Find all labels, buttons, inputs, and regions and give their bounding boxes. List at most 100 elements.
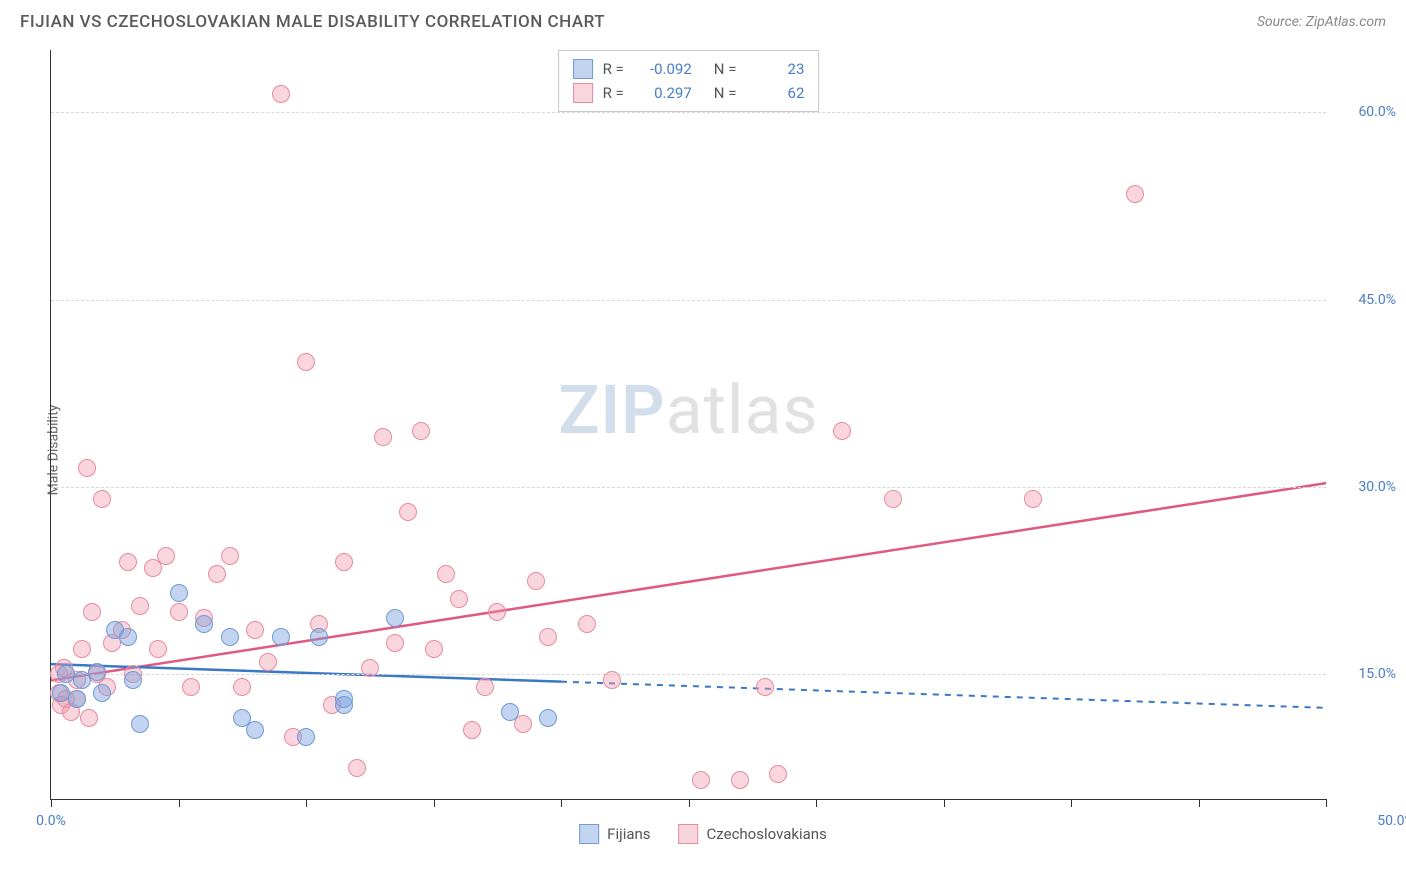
legend-swatch	[679, 824, 699, 844]
legend-series: Fijians Czechoslovakians	[579, 824, 827, 844]
data-point-czech	[259, 653, 277, 671]
y-tick-label: 60.0%	[1336, 104, 1396, 120]
legend-r-label: R =	[603, 60, 624, 78]
data-point-czech	[170, 603, 188, 621]
data-point-czech	[578, 615, 596, 633]
data-point-czech	[221, 547, 239, 565]
data-point-czech	[603, 671, 621, 689]
data-point-czech	[1126, 185, 1144, 203]
data-point-fijian	[335, 696, 353, 714]
data-point-czech	[73, 640, 91, 658]
data-point-czech	[157, 547, 175, 565]
gridline	[51, 487, 1326, 488]
data-point-czech	[463, 721, 481, 739]
x-tick	[306, 799, 307, 807]
data-point-czech	[149, 640, 167, 658]
legend-label: Czechoslovakians	[707, 825, 827, 843]
data-point-czech	[246, 621, 264, 639]
y-tick-label: 15.0%	[1336, 666, 1396, 682]
data-point-fijian	[539, 709, 557, 727]
data-point-czech	[412, 422, 430, 440]
x-tick	[1326, 799, 1327, 807]
data-point-czech	[80, 709, 98, 727]
data-point-fijian	[88, 663, 106, 681]
data-point-czech	[83, 603, 101, 621]
trend-line	[51, 483, 1326, 680]
legend-n-value: 62	[746, 84, 804, 102]
data-point-czech	[731, 771, 749, 789]
legend-stats: R = -0.092 N = 23 R = 0.297 N = 62	[558, 50, 820, 112]
data-point-czech	[539, 628, 557, 646]
data-point-fijian	[119, 628, 137, 646]
data-point-czech	[488, 603, 506, 621]
data-point-czech	[1024, 490, 1042, 508]
legend-r-value: -0.092	[634, 60, 692, 78]
data-point-czech	[374, 428, 392, 446]
x-tick	[1199, 799, 1200, 807]
data-point-fijian	[386, 609, 404, 627]
gridline	[51, 300, 1326, 301]
data-point-czech	[450, 590, 468, 608]
data-point-czech	[182, 678, 200, 696]
data-point-czech	[437, 565, 455, 583]
legend-swatch	[573, 59, 593, 79]
data-point-czech	[297, 353, 315, 371]
x-tick-label: 50.0%	[1377, 813, 1406, 829]
x-tick	[179, 799, 180, 807]
gridline	[51, 112, 1326, 113]
data-point-fijian	[297, 728, 315, 746]
data-point-czech	[386, 634, 404, 652]
data-point-fijian	[170, 584, 188, 602]
data-point-czech	[769, 765, 787, 783]
data-point-fijian	[272, 628, 290, 646]
data-point-czech	[399, 503, 417, 521]
x-tick-label: 0.0%	[36, 813, 66, 829]
data-point-czech	[756, 678, 774, 696]
data-point-fijian	[68, 690, 86, 708]
y-tick-label: 30.0%	[1336, 479, 1396, 495]
data-point-czech	[93, 490, 111, 508]
data-point-fijian	[93, 684, 111, 702]
x-tick	[561, 799, 562, 807]
legend-item: Fijians	[579, 824, 650, 844]
data-point-czech	[131, 597, 149, 615]
data-point-czech	[233, 678, 251, 696]
data-point-czech	[833, 422, 851, 440]
legend-n-label: N =	[714, 60, 737, 78]
data-point-fijian	[501, 703, 519, 721]
data-point-czech	[361, 659, 379, 677]
gridline	[51, 674, 1326, 675]
data-point-czech	[335, 553, 353, 571]
legend-swatch	[579, 824, 599, 844]
data-point-czech	[78, 459, 96, 477]
data-point-czech	[692, 771, 710, 789]
trend-line-dashed	[561, 682, 1326, 708]
x-tick	[816, 799, 817, 807]
x-tick	[434, 799, 435, 807]
data-point-czech	[425, 640, 443, 658]
data-point-czech	[527, 572, 545, 590]
source-label: Source: ZipAtlas.com	[1257, 14, 1386, 30]
legend-stat-row: R = -0.092 N = 23	[573, 57, 805, 81]
x-tick	[51, 799, 52, 807]
data-point-fijian	[221, 628, 239, 646]
chart-wrapper: Male Disability ZIPatlas R =-0.092N =23R…	[0, 40, 1406, 860]
legend-r-value: 0.297	[634, 84, 692, 102]
data-point-fijian	[195, 615, 213, 633]
y-tick-label: 45.0%	[1336, 292, 1396, 308]
plot-area: ZIPatlas R =-0.092N =23R =0.297N =62 15.…	[50, 50, 1326, 800]
data-point-czech	[884, 490, 902, 508]
chart-title: FIJIAN VS CZECHOSLOVAKIAN MALE DISABILIT…	[20, 12, 605, 32]
legend-r-label: R =	[603, 84, 624, 102]
legend-n-label: N =	[714, 84, 737, 102]
legend-n-value: 23	[746, 60, 804, 78]
x-tick	[1071, 799, 1072, 807]
legend-stat-row: R = 0.297 N = 62	[573, 81, 805, 105]
legend-item: Czechoslovakians	[679, 824, 827, 844]
x-tick	[689, 799, 690, 807]
data-point-fijian	[131, 715, 149, 733]
data-point-czech	[272, 85, 290, 103]
data-point-fijian	[310, 628, 328, 646]
data-point-czech	[208, 565, 226, 583]
legend-swatch	[573, 83, 593, 103]
